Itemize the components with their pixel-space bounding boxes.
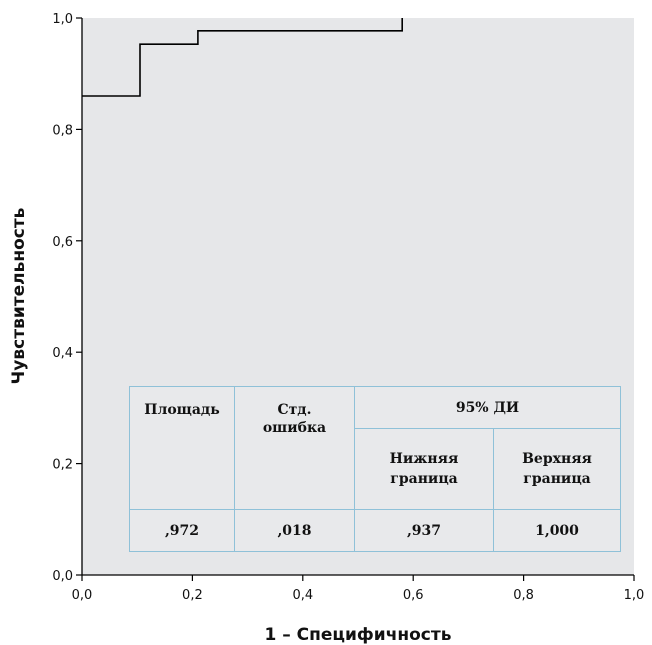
x-axis-ticks: 0,0 0,2 0,4 0,6 0,8 1,0 [72, 575, 645, 603]
auc-table: Площадь Стд. ошибка 95% ДИ Нижняя границ… [129, 386, 621, 552]
y-tick-label: 0,0 [52, 569, 73, 584]
x-tick-label: 0,0 [72, 588, 93, 603]
x-tick-label: 0,6 [403, 588, 424, 603]
header-area: Площадь [129, 386, 235, 510]
x-axis-title: 1 – Специфичность [265, 625, 452, 645]
x-tick-label: 0,2 [182, 588, 203, 603]
y-tick-label: 0,6 [52, 235, 73, 250]
axes [81, 18, 634, 576]
y-tick-label: 0,8 [52, 123, 73, 138]
roc-curve [82, 18, 403, 97]
value-upper-bound: 1,000 [493, 509, 621, 552]
value-area: ,972 [129, 509, 235, 552]
y-tick-label: 0,4 [52, 346, 73, 361]
x-tick-label: 1,0 [624, 588, 645, 603]
y-axis-ticks: 0,0 0,2 0,4 0,6 0,8 1,0 [52, 12, 82, 584]
value-std-error: ,018 [234, 509, 355, 552]
x-tick-label: 0,4 [292, 588, 313, 603]
header-lower-bound: Нижняя граница [354, 428, 494, 510]
header-std-error: Стд. ошибка [234, 386, 355, 510]
y-tick-label: 1,0 [52, 12, 73, 27]
x-tick-label: 0,8 [513, 588, 534, 603]
y-axis-title: Чувствительность [9, 208, 29, 385]
value-lower-bound: ,937 [354, 509, 494, 552]
y-tick-label: 0,2 [52, 458, 73, 473]
header-ci: 95% ДИ [354, 386, 621, 429]
header-upper-bound: Верхняя граница [493, 428, 621, 510]
